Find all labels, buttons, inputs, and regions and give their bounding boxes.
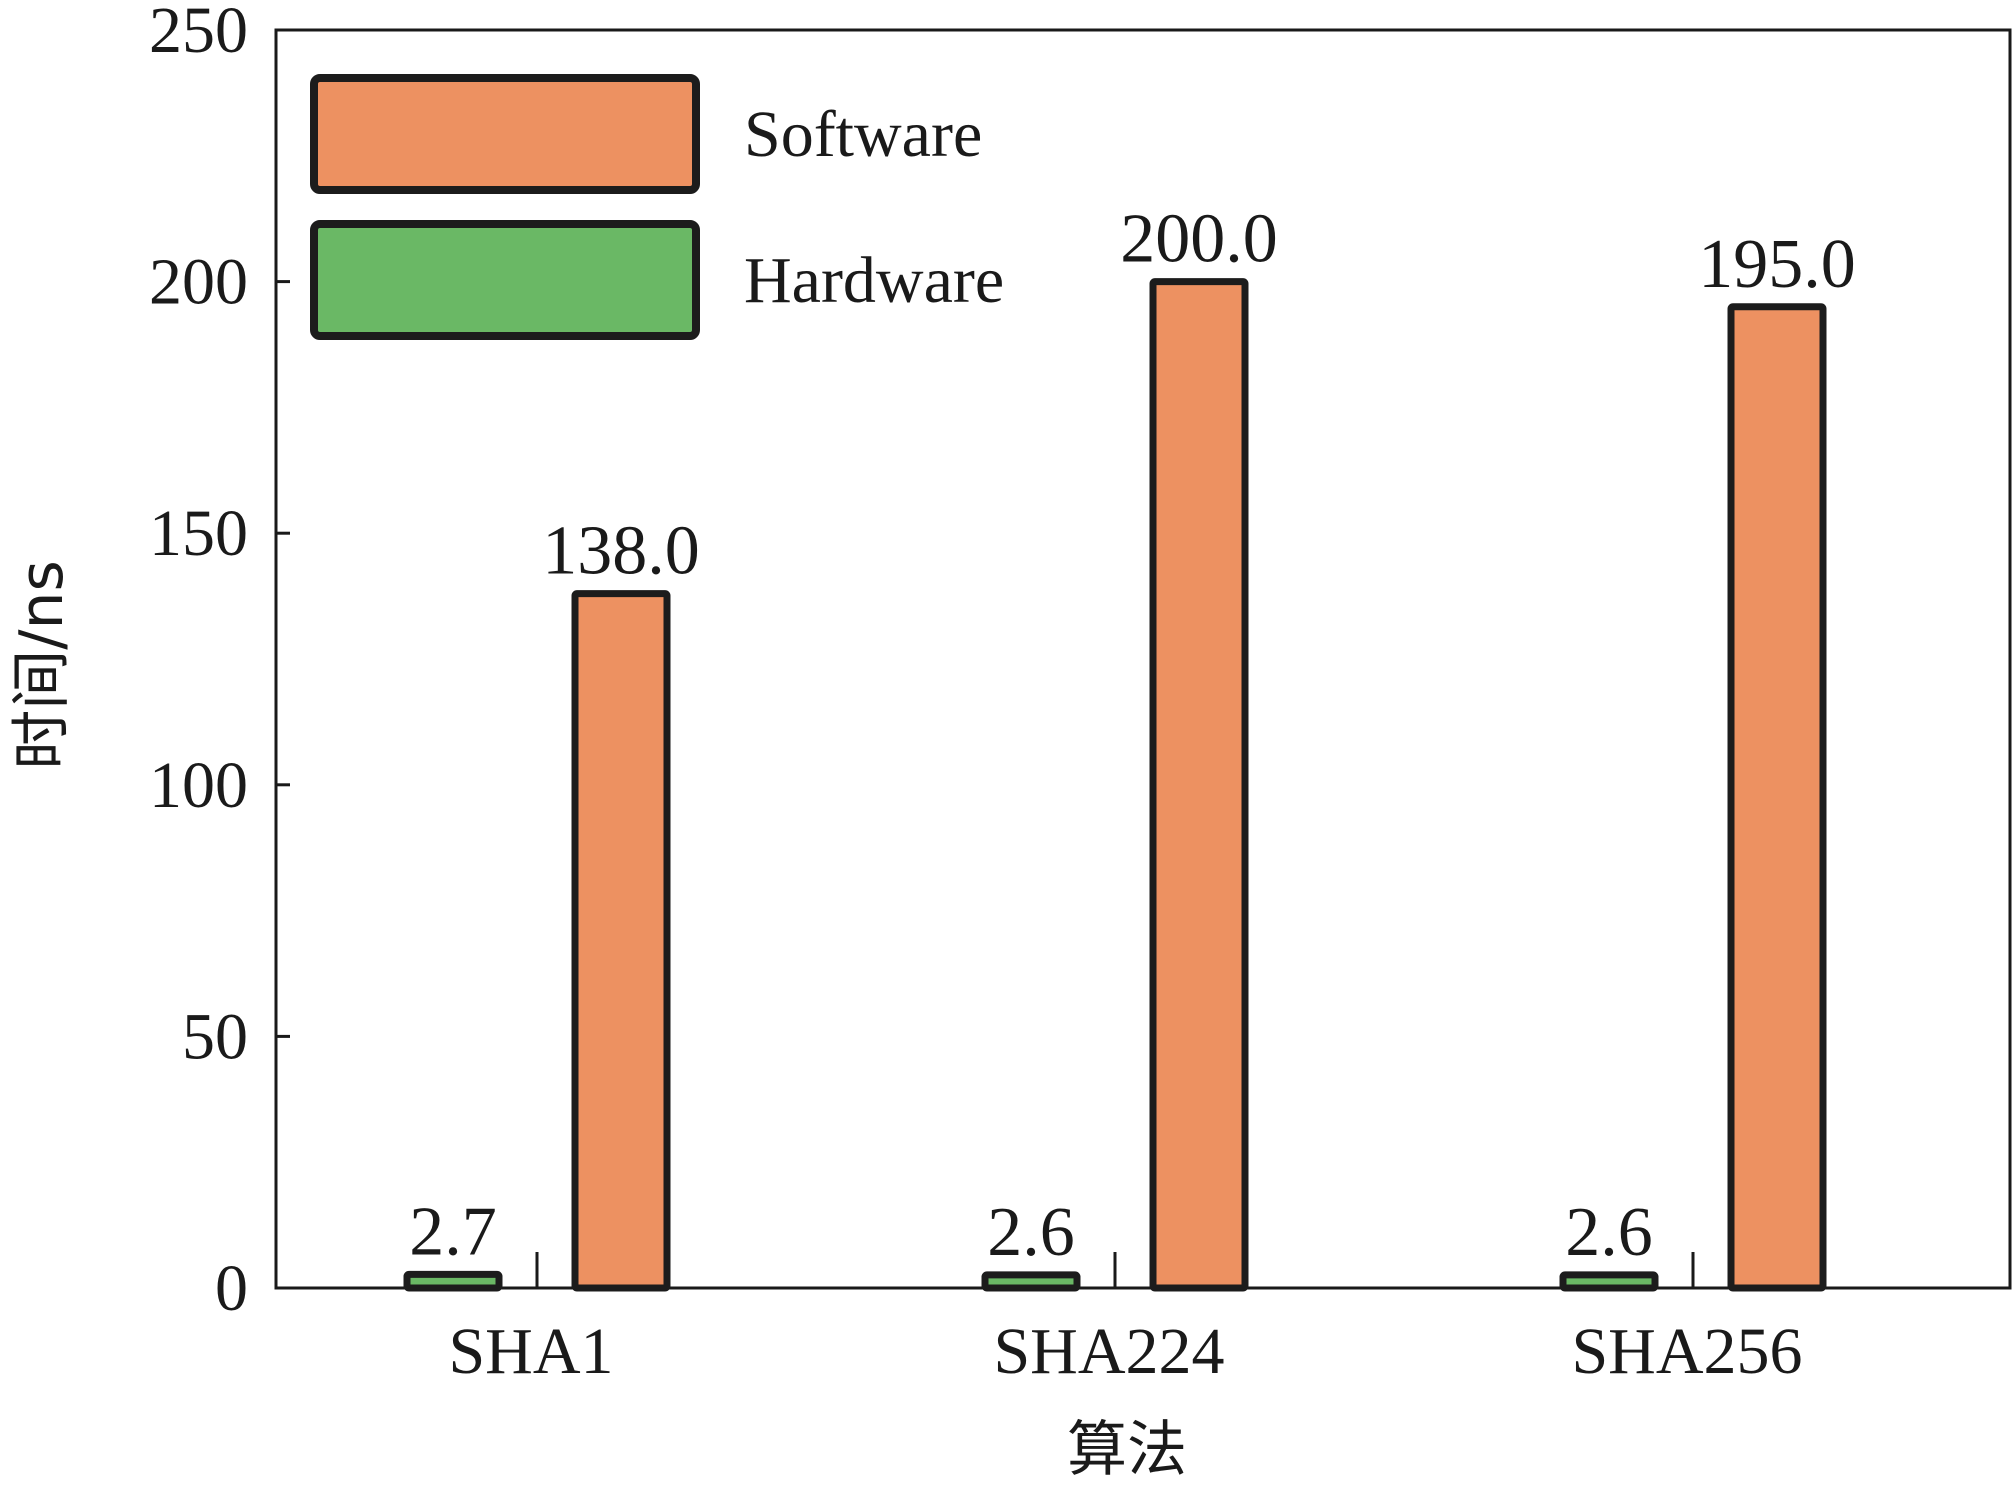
- plot-frame: [274, 28, 2012, 1290]
- data-label-hardware-sha224: 2.6: [987, 1194, 1075, 1271]
- y-tick-label: 150: [149, 497, 248, 570]
- y-tick-label: 250: [149, 0, 248, 67]
- y-tick-label: 50: [182, 1000, 248, 1073]
- x-tick-label: SHA256: [1571, 1315, 1802, 1388]
- bar-software-sha1: [571, 590, 671, 1292]
- x-tick-label: SHA1: [448, 1315, 613, 1388]
- bar-hardware-sha224: [981, 1271, 1081, 1292]
- bar-software-sha256: [1727, 303, 1827, 1292]
- x-axis: SHA1 SHA224 SHA256: [448, 1252, 1803, 1388]
- y-tick-label: 200: [149, 246, 248, 319]
- x-tick-label: SHA224: [993, 1315, 1224, 1388]
- legend-label-hardware: Hardware: [744, 244, 1004, 317]
- legend-label-software: Software: [744, 98, 982, 171]
- bars-group: [403, 278, 1827, 1292]
- y-tick-label: 0: [215, 1252, 248, 1325]
- bar-hardware-sha256: [1559, 1271, 1659, 1292]
- bar-hardware-sha1: [403, 1270, 503, 1292]
- plot-area: [274, 28, 2012, 1290]
- data-labels-group: 2.7 138.0 2.6 200.0 2.6 195.0: [409, 201, 1856, 1271]
- data-label-hardware-sha1: 2.7: [409, 1193, 497, 1270]
- y-axis-title: 时间/ns: [7, 560, 77, 770]
- legend-swatch-software: [310, 74, 700, 194]
- legend-swatch-hardware: [310, 220, 700, 340]
- data-label-software-sha256: 195.0: [1698, 226, 1856, 303]
- x-axis-title: 算法: [1067, 1415, 1187, 1485]
- legend: Software Hardware: [310, 74, 1004, 340]
- y-axis: 0 50 100 150 200 250: [149, 0, 290, 1325]
- y-tick-label: 100: [149, 749, 248, 822]
- bar-software-sha224: [1149, 278, 1249, 1292]
- data-label-hardware-sha256: 2.6: [1565, 1194, 1653, 1271]
- data-label-software-sha1: 138.0: [542, 513, 700, 590]
- data-label-software-sha224: 200.0: [1120, 201, 1278, 278]
